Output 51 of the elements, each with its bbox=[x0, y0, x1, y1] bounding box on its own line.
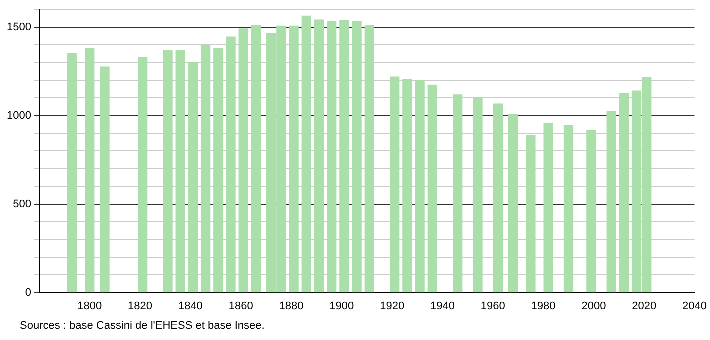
x-tick-label: 1860 bbox=[228, 300, 254, 312]
bar bbox=[238, 28, 248, 293]
y-tick-label: 1500 bbox=[6, 21, 32, 34]
bar bbox=[100, 66, 110, 293]
bar bbox=[340, 20, 350, 293]
x-tick-label: 2020 bbox=[632, 300, 657, 312]
bar bbox=[214, 48, 224, 293]
bar bbox=[352, 21, 362, 293]
bar bbox=[67, 54, 78, 293]
x-tick-label: 2000 bbox=[582, 300, 606, 312]
bar bbox=[586, 130, 596, 293]
bar bbox=[314, 20, 324, 293]
y-tick-label: 0 bbox=[25, 286, 32, 299]
bar bbox=[138, 57, 148, 293]
bar bbox=[453, 94, 463, 293]
bar bbox=[619, 93, 630, 293]
x-tick-label: 1880 bbox=[279, 300, 304, 312]
x-tick-label: 1940 bbox=[430, 300, 455, 312]
bar bbox=[163, 50, 173, 293]
bar bbox=[606, 111, 616, 293]
bar bbox=[544, 123, 554, 293]
bar bbox=[493, 104, 504, 293]
bar bbox=[85, 48, 95, 293]
bar bbox=[508, 114, 518, 293]
source-note: Sources : base Cassini de l'EHESS et base Insee. bbox=[20, 320, 265, 332]
bar bbox=[428, 84, 438, 293]
bar bbox=[226, 36, 236, 293]
x-tick-label: 1960 bbox=[480, 300, 506, 312]
x-tick-label: 1820 bbox=[128, 300, 153, 312]
x-tick-label: 2040 bbox=[682, 300, 708, 312]
x-tick-label: 1920 bbox=[380, 300, 405, 312]
y-tick-label: 500 bbox=[13, 198, 32, 210]
bar bbox=[289, 26, 299, 293]
y-tick-label: 1000 bbox=[6, 110, 32, 122]
bar bbox=[402, 79, 412, 293]
x-tick-label: 1840 bbox=[178, 300, 203, 312]
bar bbox=[327, 21, 337, 293]
bar bbox=[251, 25, 262, 293]
bar bbox=[200, 45, 211, 293]
bar bbox=[364, 25, 374, 293]
x-tick-label: 1800 bbox=[78, 300, 102, 312]
bar bbox=[473, 98, 483, 293]
bar bbox=[188, 62, 198, 293]
bar bbox=[302, 16, 312, 293]
x-tick-label: 1980 bbox=[531, 300, 556, 312]
bar bbox=[526, 134, 536, 293]
bar bbox=[176, 50, 186, 293]
bar bbox=[564, 125, 574, 293]
bar bbox=[415, 80, 425, 293]
x-tick-label: 1900 bbox=[330, 300, 354, 312]
bar bbox=[390, 76, 400, 293]
